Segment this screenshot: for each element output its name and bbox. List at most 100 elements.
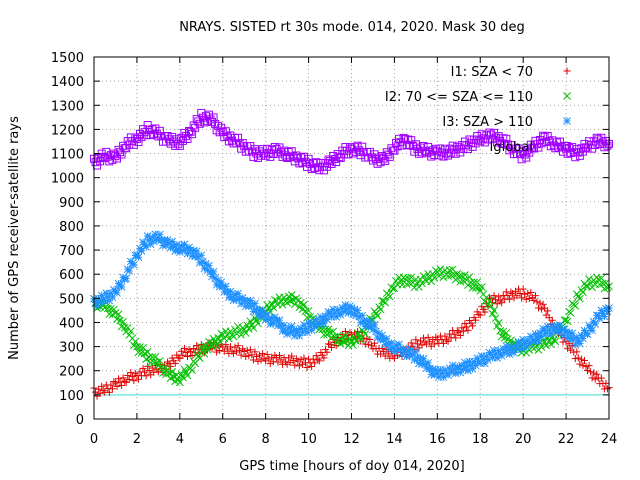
data-point: [164, 358, 172, 366]
data-point: [295, 362, 303, 370]
data-point: [548, 316, 556, 324]
data-point: [275, 351, 283, 359]
x-tick-label: 0: [90, 432, 98, 447]
data-point: [444, 272, 452, 281]
series-4: [90, 108, 613, 175]
x-tick-label: 6: [219, 432, 227, 447]
data-point: [576, 339, 584, 348]
y-tick-label: 0: [76, 413, 84, 428]
data-point: [591, 320, 600, 328]
data-point: [573, 348, 581, 356]
data-point: [585, 362, 593, 370]
data-point: [124, 371, 132, 379]
y-tick-label: 1500: [51, 51, 84, 66]
data-point: [300, 354, 308, 362]
data-point: [244, 324, 253, 333]
data-point: [494, 319, 503, 327]
series-layer: [90, 108, 613, 400]
legend-label: I3: SZA > 110: [442, 115, 533, 130]
data-point: [472, 316, 480, 324]
data-point: [412, 347, 420, 356]
data-point: [603, 141, 612, 150]
chart-title: NRAYS. SISTED rt 30s mode. 014, 2020. Ma…: [179, 20, 525, 35]
data-point: [574, 354, 582, 362]
data-point: [502, 329, 511, 337]
data-point: [539, 300, 547, 308]
data-point: [536, 299, 544, 307]
data-point: [269, 303, 278, 312]
data-point: [250, 145, 259, 154]
data-point: [257, 356, 265, 364]
data-point: [259, 350, 267, 358]
data-point: [533, 333, 541, 342]
data-point: [136, 343, 144, 352]
data-point: [468, 284, 477, 292]
x-tick-label: 18: [472, 432, 489, 447]
data-point: [292, 151, 301, 160]
data-point: [168, 237, 177, 246]
data-point: [315, 357, 323, 365]
data-point: [119, 317, 127, 326]
data-point: [129, 260, 138, 269]
data-point: [576, 294, 584, 303]
data-point: [582, 282, 590, 290]
data-point: [542, 341, 551, 350]
data-point: [352, 337, 360, 345]
data-point: [328, 343, 336, 351]
data-point: [390, 354, 398, 362]
data-point: [341, 332, 350, 340]
data-point: [141, 368, 149, 376]
data-point: [287, 147, 296, 156]
data-point: [602, 379, 610, 387]
data-point: [358, 142, 367, 151]
data-point: [361, 340, 369, 348]
data-point: [299, 152, 308, 161]
data-point: [234, 322, 242, 331]
data-point: [128, 373, 136, 381]
data-point: [111, 379, 119, 387]
data-point: [326, 340, 334, 348]
data-point: [469, 322, 477, 330]
data-point: [364, 341, 372, 349]
data-point: [476, 311, 484, 319]
data-point: [402, 352, 411, 361]
data-point: [96, 389, 104, 397]
data-point: [436, 265, 445, 273]
data-point: [300, 300, 308, 309]
x-tick-label: 20: [515, 432, 532, 447]
data-point: [356, 336, 365, 344]
data-point: [416, 337, 424, 345]
legend-marker: [563, 92, 571, 100]
x-tick-label: 2: [133, 432, 141, 447]
data-point: [287, 322, 296, 331]
data-point: [461, 271, 469, 279]
data-point: [197, 251, 206, 260]
data-point: [519, 285, 527, 293]
data-point: [175, 378, 184, 387]
data-point: [288, 352, 296, 360]
y-tick-label: 200: [59, 365, 84, 380]
data-point: [298, 360, 306, 368]
legend-label: I1: SZA < 70: [451, 65, 533, 80]
data-point: [481, 308, 489, 316]
y-tick-label: 900: [59, 196, 84, 211]
data-point: [303, 364, 311, 372]
data-point: [258, 306, 267, 315]
grid: [94, 57, 609, 419]
data-point: [323, 330, 331, 339]
data-point: [415, 344, 423, 352]
data-point: [571, 340, 580, 349]
data-point: [582, 363, 590, 371]
legend-marker: [563, 142, 571, 150]
data-point: [418, 341, 426, 349]
y-tick-label: 500: [59, 292, 84, 307]
legend-marker: [563, 67, 571, 75]
legend-label: Iglobal: [490, 140, 533, 155]
data-point: [588, 374, 596, 382]
data-point: [420, 334, 428, 342]
data-point: [312, 352, 320, 360]
series-3: [90, 230, 613, 382]
data-point: [382, 334, 391, 343]
data-point: [443, 336, 451, 344]
data-point: [524, 289, 532, 297]
